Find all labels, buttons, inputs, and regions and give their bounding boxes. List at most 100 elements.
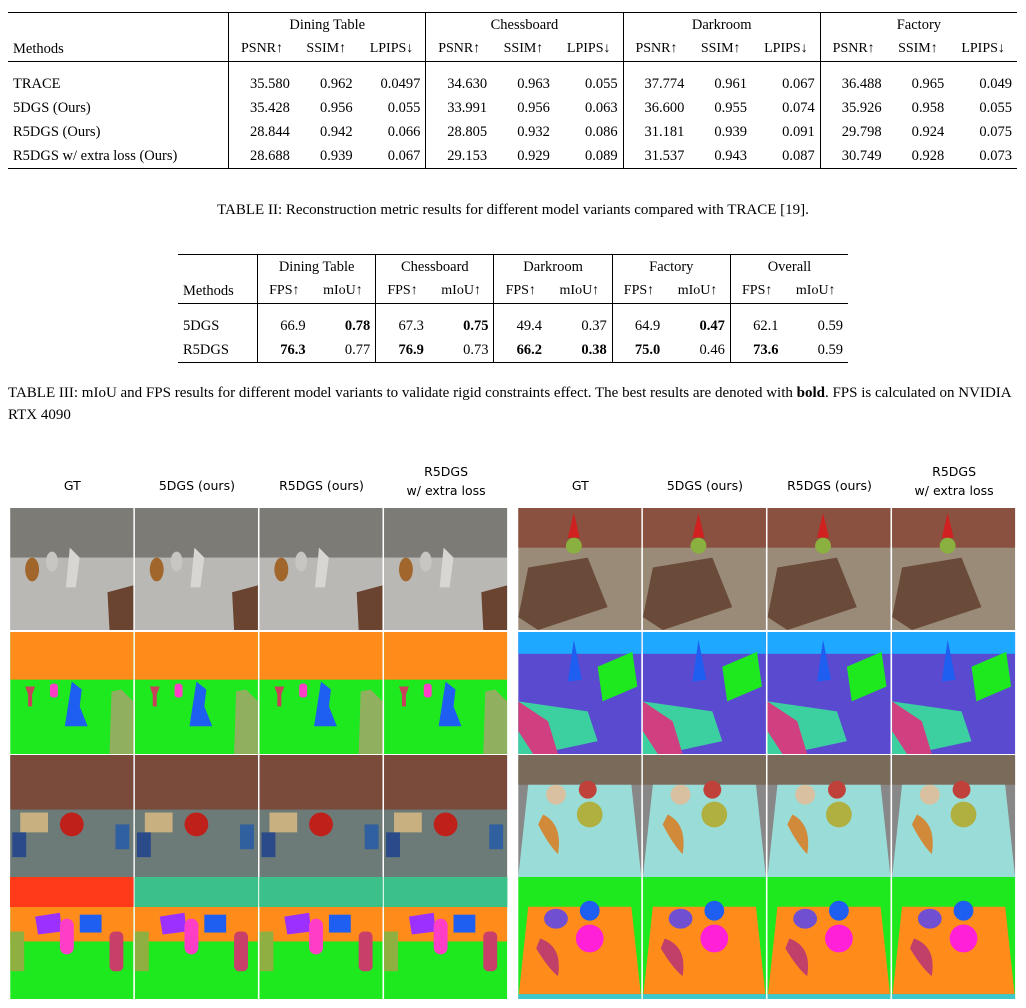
data-row: R5DGS w/ extra loss (Ours) 28.688 0.939 0.0… xyxy=(8,144,1017,169)
caption-iii: TABLE III: mIoU and FPS results for diff… xyxy=(8,382,1018,426)
value-cell: 0.087 xyxy=(782,147,815,164)
image-cell xyxy=(642,755,766,877)
table-iii: Dining Table Chessboard Darkroom Factory Ove… xyxy=(178,254,848,363)
value-cell: 0.956 xyxy=(319,99,353,116)
metric-header: SSIM↑ xyxy=(492,37,555,62)
caption-text: TABLE III: mIoU and FPS results for diff… xyxy=(8,385,797,401)
group-header: Chessboard xyxy=(375,254,494,279)
value-cell: 0.0497 xyxy=(380,75,421,92)
value-cell: 0.055 xyxy=(979,99,1012,116)
value-cell: 28.844 xyxy=(228,120,295,144)
value-cell: 0.928 xyxy=(911,147,945,164)
data-row: R5DGS 76.3 0.77 76.9 0.73 66.2 0.38 75.0 0.46 73.… xyxy=(178,338,848,363)
column-label: R5DGS (ours) xyxy=(279,478,364,493)
metric-header: mIoU↑ xyxy=(428,279,494,304)
method-name: R5DGS (Ours) xyxy=(13,123,101,140)
image-cell xyxy=(384,508,508,630)
metric-header: PSNR↑ xyxy=(425,37,493,62)
value-cell: 0.067 xyxy=(782,75,815,92)
header-row: Methods FPS↑ mIoU↑ FPS↑ mIoU↑ FPS↑ mIoU↑ FPS↑ mI… xyxy=(178,279,848,304)
value-cell: 0.73 xyxy=(463,341,489,358)
image-cell xyxy=(10,755,134,877)
image-cell xyxy=(259,508,383,630)
method-name: TRACE xyxy=(13,75,61,92)
image-cell xyxy=(384,632,508,754)
value-cell: 0.961 xyxy=(714,75,748,92)
value-cell: 0.943 xyxy=(714,147,748,164)
value-cell: 0.77 xyxy=(344,341,371,358)
group-header: Dining Table xyxy=(257,254,376,279)
metric-header: FPS↑ xyxy=(611,279,666,304)
image-cell xyxy=(892,508,1016,630)
value-cell: 28.688 xyxy=(228,144,295,169)
image-cell xyxy=(518,508,642,630)
data-row: 5DGS 66.9 0.78 67.3 0.75 49.4 0.37 64.9 0.47 62.1… xyxy=(178,303,848,338)
image-cell xyxy=(767,877,891,999)
value-cell: 0.59 xyxy=(817,341,843,358)
value-cell: 0.063 xyxy=(584,99,618,116)
image-cell xyxy=(259,755,383,877)
value-cell: 0.38 xyxy=(581,341,607,358)
method-name: 5DGS (Ours) xyxy=(13,99,91,116)
value-cell: 66.2 xyxy=(493,338,548,363)
metric-header: FPS↑ xyxy=(493,279,548,304)
value-cell: 28.805 xyxy=(425,120,493,144)
value-cell: 0.958 xyxy=(911,99,945,116)
value-cell: 31.537 xyxy=(622,144,690,169)
value-cell: 35.428 xyxy=(228,96,295,120)
metric-header: LPIPS↓ xyxy=(357,37,426,62)
value-cell: 0.055 xyxy=(387,99,421,116)
header-row: Dining Table Chessboard Darkroom Factory Ove… xyxy=(178,254,848,279)
image-cell xyxy=(384,755,508,877)
metric-header: FPS↑ xyxy=(257,279,311,304)
segment-band xyxy=(383,877,508,907)
image-grid xyxy=(10,508,1016,999)
value-cell: 0.924 xyxy=(911,123,945,140)
group-header: Darkroom xyxy=(493,254,613,279)
image-cell xyxy=(259,632,383,754)
image-cell xyxy=(892,755,1016,877)
group-header: Chessboard xyxy=(425,12,624,37)
value-cell: 0.942 xyxy=(319,123,353,140)
column-label: GT xyxy=(572,478,589,493)
metric-header: FPS↑ xyxy=(729,279,784,304)
table-ii: Dining Table Chessboard Darkroom Factory Met… xyxy=(8,12,1017,169)
value-cell: 36.488 xyxy=(819,61,887,96)
metric-header: LPIPS↓ xyxy=(554,37,624,62)
value-cell: 0.089 xyxy=(584,147,618,164)
column-label: R5DGS xyxy=(424,464,468,479)
value-cell: 0.932 xyxy=(517,123,550,140)
metric-header: mIoU↑ xyxy=(310,279,376,304)
metric-header: mIoU↑ xyxy=(665,279,731,304)
value-cell: 36.600 xyxy=(622,96,690,120)
value-cell: 0.46 xyxy=(699,341,725,358)
value-cell: 35.580 xyxy=(228,61,295,96)
value-cell: 0.963 xyxy=(517,75,550,92)
value-cell: 0.066 xyxy=(387,123,421,140)
value-cell: 0.086 xyxy=(584,123,618,140)
cell xyxy=(8,13,229,38)
column-labels: GT 5DGS (ours) R5DGS (ours) R5DGS w/ extra l… xyxy=(64,464,994,498)
data-row: 5DGS (Ours) 35.428 0.956 0.055 33.991 0.956 0.… xyxy=(8,96,1017,120)
image-cell xyxy=(10,632,134,754)
image-cell xyxy=(10,508,134,630)
segment-band xyxy=(10,877,134,907)
value-cell: 64.9 xyxy=(611,303,666,338)
value-cell: 0.091 xyxy=(782,123,815,140)
method-name: R5DGS xyxy=(183,341,229,358)
metric-header: mIoU↑ xyxy=(547,279,613,304)
value-cell: 73.6 xyxy=(729,338,784,363)
value-cell: 0.929 xyxy=(517,147,550,164)
group-header: Factory xyxy=(819,12,1017,37)
value-cell: 75.0 xyxy=(611,338,666,363)
methods-header: Methods xyxy=(8,37,229,62)
methods-header: Methods xyxy=(178,279,258,304)
image-cell xyxy=(642,877,766,999)
image-cell xyxy=(134,755,258,877)
header-row: Dining Table Chessboard Darkroom Factory xyxy=(8,12,1017,38)
image-cell xyxy=(642,508,766,630)
value-cell: 0.59 xyxy=(817,317,843,334)
column-label: w/ extra loss xyxy=(915,483,994,498)
value-cell: 29.798 xyxy=(819,120,887,144)
